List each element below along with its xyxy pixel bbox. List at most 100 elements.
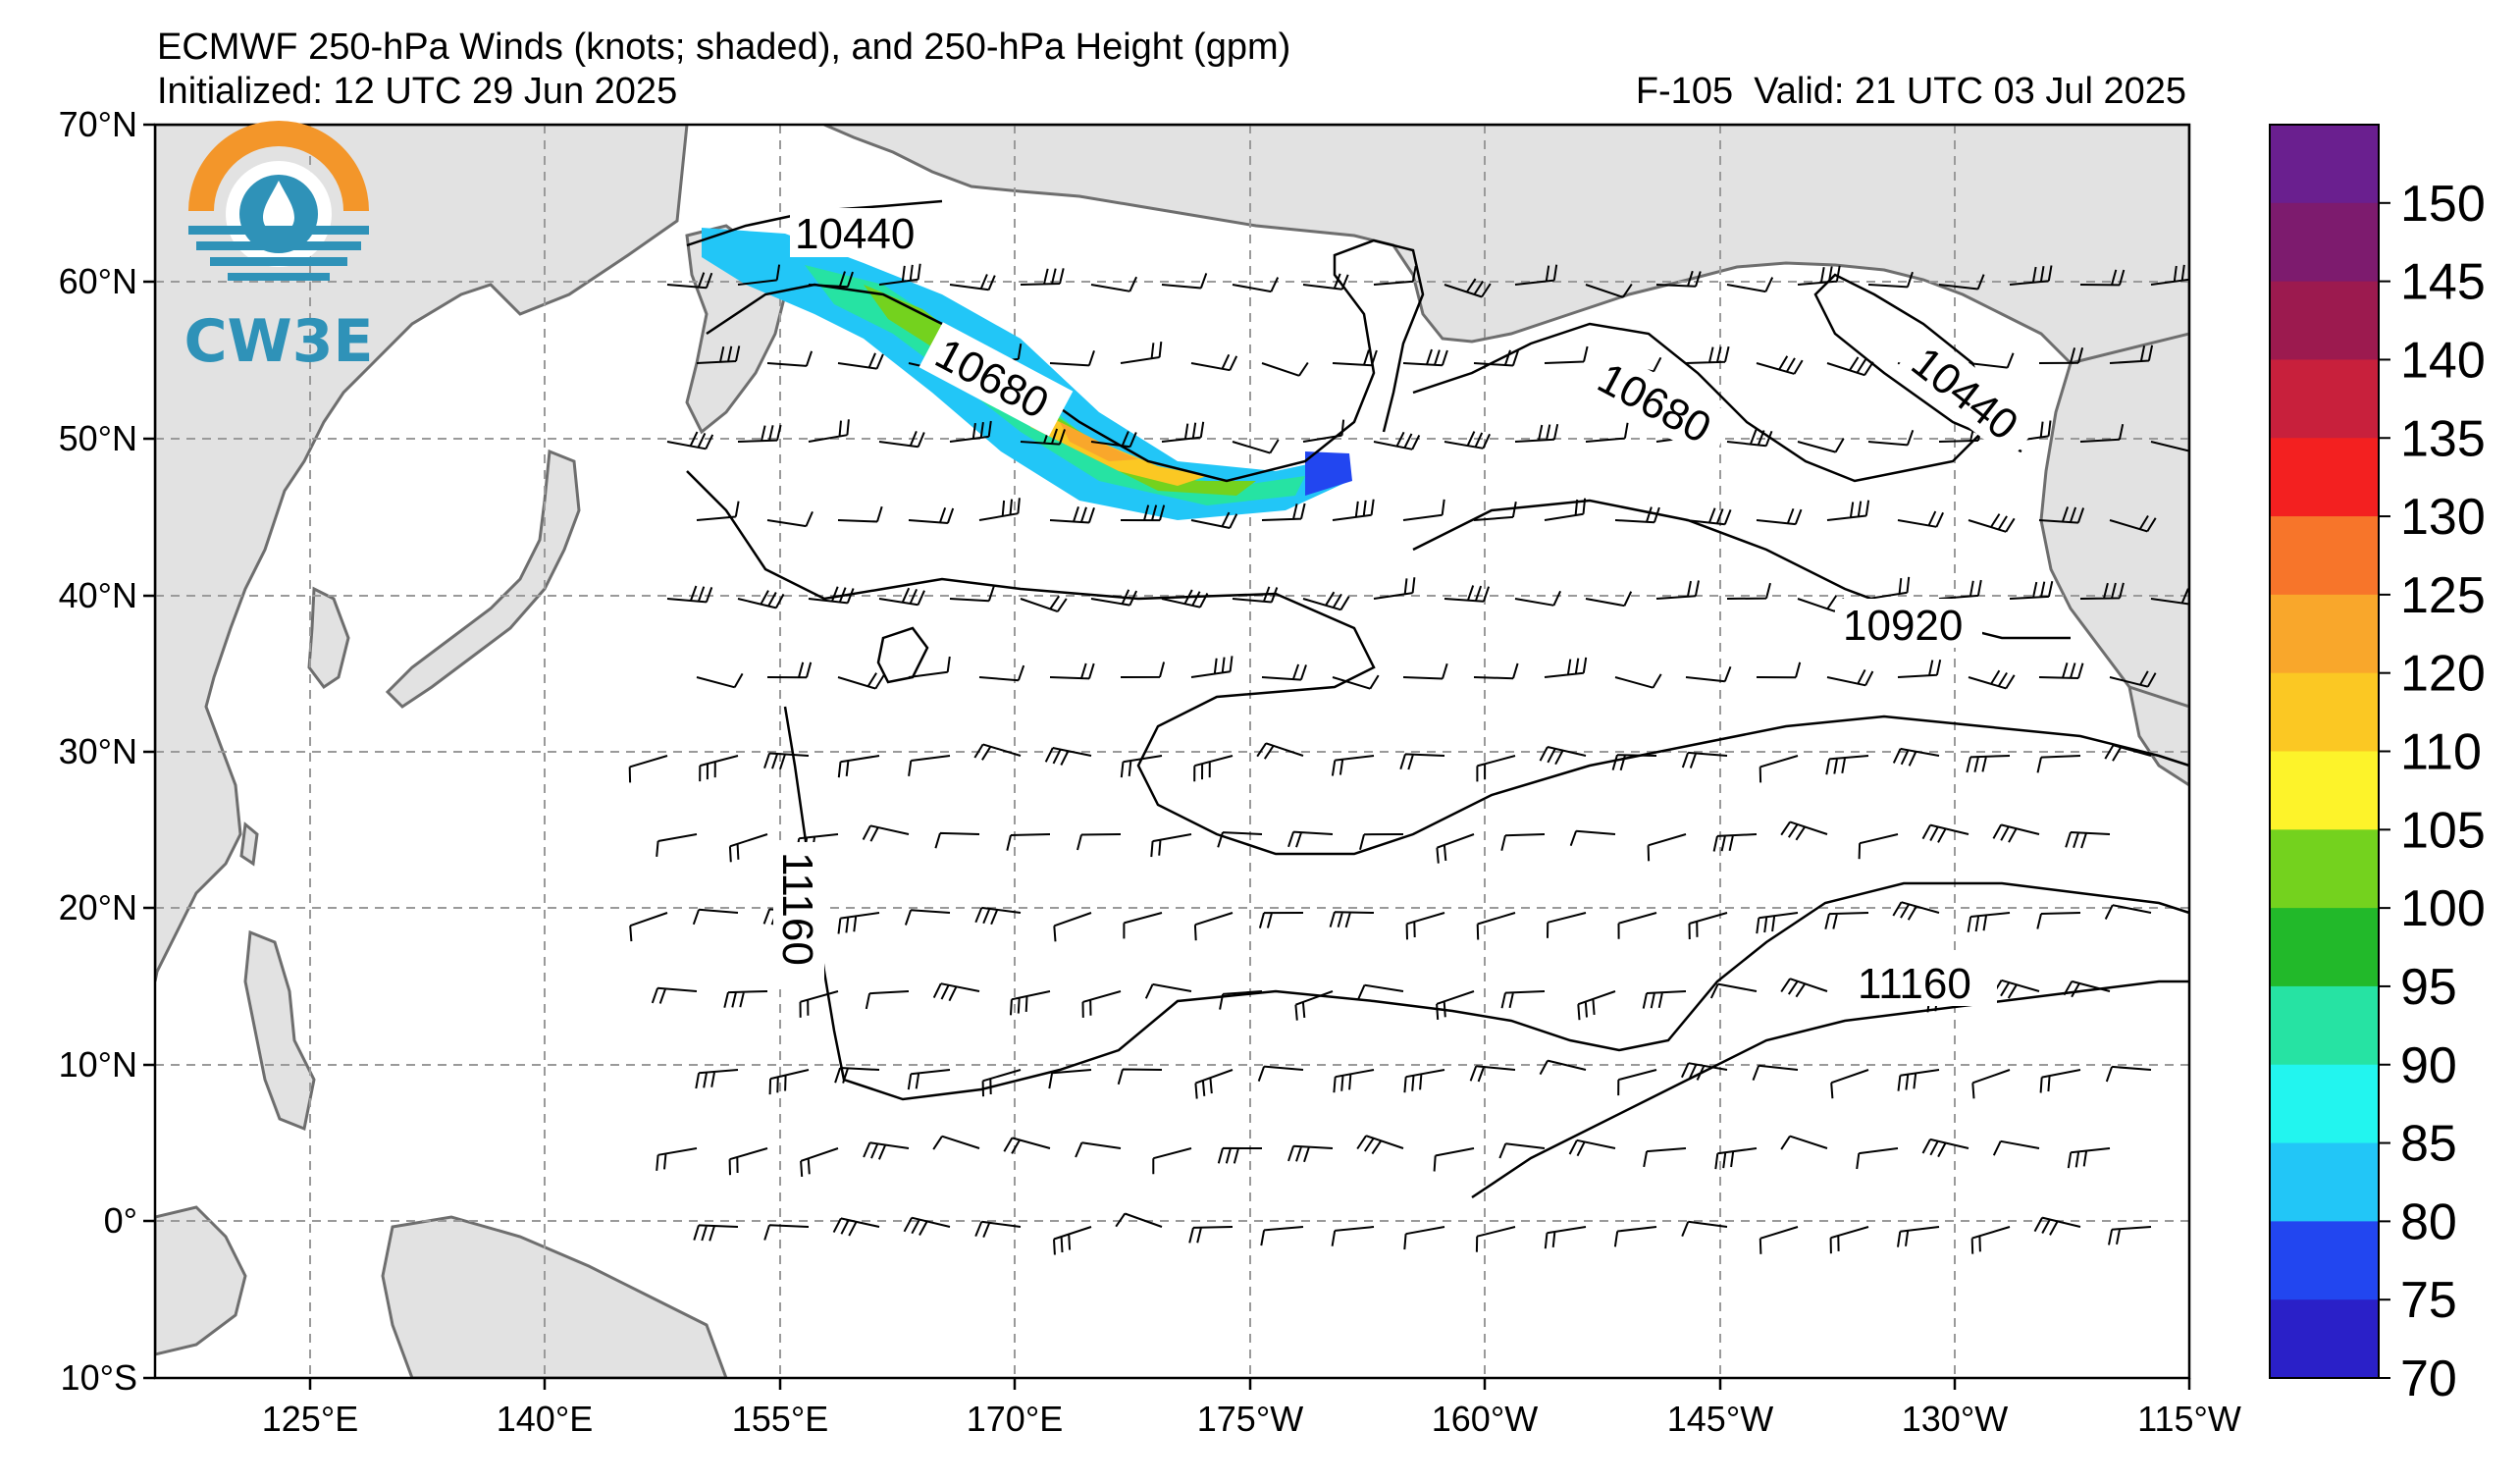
wind-barb xyxy=(766,662,813,679)
wind-barb xyxy=(1514,423,1559,443)
wind-barb xyxy=(1709,982,1758,999)
wind-barb xyxy=(1611,754,1657,771)
lon-label-130w: 130°W xyxy=(1902,1399,2008,1439)
wind-barb xyxy=(666,431,714,450)
colorbar xyxy=(2270,125,2379,1379)
wind-barb xyxy=(878,587,925,607)
wind-barb xyxy=(696,501,740,521)
wind-barb xyxy=(1685,345,1730,364)
valid-time: F-105 Valid: 21 UTC 03 Jul 2025 xyxy=(1636,72,2186,111)
wind-barb xyxy=(1475,1226,1516,1252)
wind-barb xyxy=(1867,576,1911,600)
longitude-axis xyxy=(308,1378,2191,1390)
colorbar-swatch xyxy=(2270,281,2379,360)
wind-barb xyxy=(1655,270,1702,288)
wind-barb xyxy=(1867,429,1915,447)
wind-barb xyxy=(1120,341,1163,364)
wind-barb xyxy=(1188,1226,1234,1244)
wind-barb xyxy=(1825,755,1869,775)
wind-barb xyxy=(1780,1135,1828,1150)
wind-barb xyxy=(1473,349,1519,367)
wind-barb xyxy=(907,1069,951,1090)
colorbar-label: 125 xyxy=(2400,567,2486,624)
wind-barb xyxy=(1826,356,1874,377)
wind-barb xyxy=(865,990,910,1010)
wind-barb xyxy=(949,420,992,443)
wind-barb xyxy=(978,664,1025,682)
wind-barb xyxy=(973,743,1022,761)
colorbar-swatch xyxy=(2270,1142,2379,1222)
wind-barb xyxy=(1544,345,1589,364)
wind-barb xyxy=(2009,265,2053,286)
wind-barb xyxy=(1970,1226,2011,1254)
wind-barb xyxy=(974,1220,1022,1238)
wind-barb xyxy=(1756,355,1804,375)
lon-label-170e: 170°E xyxy=(967,1399,1063,1439)
wind-barb xyxy=(1473,502,1517,521)
wind-barb xyxy=(1544,1226,1587,1249)
wind-barb xyxy=(1547,912,1587,938)
wind-barb xyxy=(1476,912,1516,940)
wind-barb xyxy=(1294,990,1334,1021)
wind-barb xyxy=(1436,833,1475,864)
wind-barb xyxy=(666,585,713,604)
wind-barb xyxy=(1302,591,1350,611)
wind-barb xyxy=(1161,273,1208,290)
colorbar-swatch xyxy=(2270,359,2379,439)
colorbar-swatch xyxy=(2270,438,2379,517)
jet-shade-100 xyxy=(864,285,1256,496)
wind-barb xyxy=(1897,1069,1940,1091)
contour-label-11160-west: 11160 xyxy=(773,852,821,966)
wind-barb xyxy=(1681,1220,1728,1237)
wind-barb xyxy=(1892,901,1940,921)
contour-south xyxy=(1471,980,2189,1199)
wind-barb xyxy=(2079,582,2125,600)
wind-barb xyxy=(932,982,980,1002)
wind-barb xyxy=(2036,912,2081,929)
colorbar-label: 135 xyxy=(2400,410,2486,467)
wind-barb xyxy=(2104,904,2152,920)
lat-label-40n: 40°N xyxy=(59,575,137,615)
wind-barb xyxy=(1261,361,1309,377)
colorbar-label: 145 xyxy=(2400,254,2486,311)
wind-barb xyxy=(1714,1147,1758,1170)
wind-barb xyxy=(1617,1069,1657,1096)
wind-barb xyxy=(2038,506,2085,524)
colorbar-swatch xyxy=(2270,985,2379,1066)
wind-barb xyxy=(1752,1064,1799,1081)
wind-barb xyxy=(1971,1069,2011,1099)
wind-barb xyxy=(1048,1069,1092,1089)
wind-barb xyxy=(2065,831,2111,849)
wind-barb xyxy=(1090,276,1138,292)
wind-barb xyxy=(1287,1144,1334,1163)
lat-label-10n: 10°N xyxy=(59,1044,137,1085)
wind-barb xyxy=(1968,669,2016,690)
wind-barb xyxy=(766,350,814,367)
wind-barb xyxy=(1966,755,2011,773)
wind-barb xyxy=(1797,265,1841,286)
latitude-axis xyxy=(143,123,155,1380)
wind-barb xyxy=(2150,264,2189,286)
wind-barb xyxy=(1161,589,1209,609)
wind-barb xyxy=(908,755,951,776)
wind-barb xyxy=(949,585,995,603)
lon-label-140e: 140°E xyxy=(497,1399,593,1439)
wind-barb xyxy=(1373,577,1416,600)
wind-barb xyxy=(878,263,921,286)
wind-barb xyxy=(728,833,768,863)
lat-label-20n: 20°N xyxy=(59,887,137,927)
wind-barb xyxy=(737,590,785,609)
wind-barb xyxy=(1759,1226,1799,1254)
wind-barb xyxy=(2038,662,2084,679)
philippines xyxy=(243,929,316,1132)
jet-shade-120 xyxy=(1060,422,1138,461)
latitude-labels: 70°N 60°N 50°N 40°N 30°N 20°N 10°N 0° 10… xyxy=(59,104,137,1398)
wind-barb xyxy=(763,1224,810,1241)
taiwan xyxy=(239,821,259,867)
wind-barb xyxy=(699,755,739,782)
wind-barb xyxy=(696,345,741,364)
wind-barb xyxy=(1232,277,1280,293)
colorbar-swatch xyxy=(2270,908,2379,987)
wind-barb xyxy=(1655,580,1700,600)
wind-barb xyxy=(1403,1069,1445,1093)
